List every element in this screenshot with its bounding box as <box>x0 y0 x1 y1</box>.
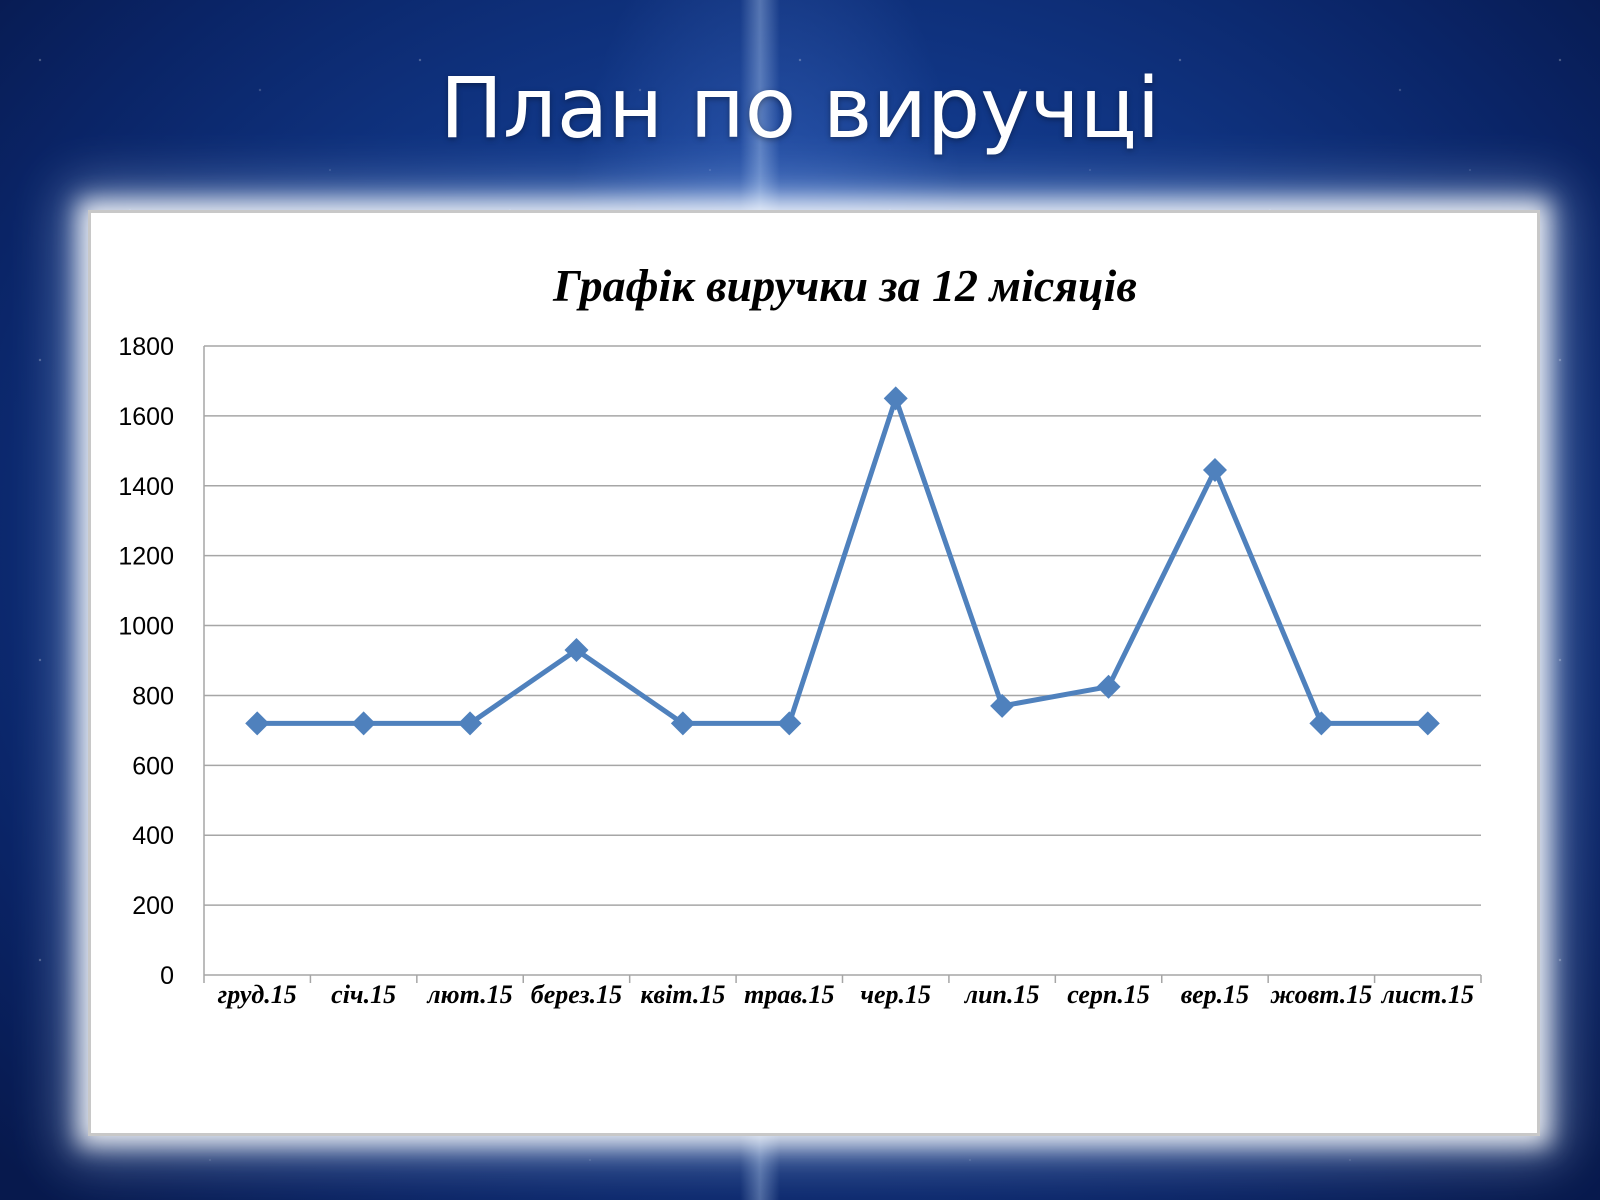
x-tick-label: лют.15 <box>426 980 512 1009</box>
gridlines <box>204 345 1481 906</box>
x-tick-label: серп.15 <box>1067 980 1150 1009</box>
y-tick-label: 0 <box>160 962 174 990</box>
revenue-line-chart: Графік виручки за 12 місяців 0 200 400 600 8… <box>118 260 1482 1009</box>
chart-title: Графік виручки за 12 місяців <box>552 260 1137 311</box>
x-tick-label: груд.15 <box>218 980 297 1009</box>
data-point-marker <box>883 386 908 411</box>
y-tick-label: 1800 <box>118 333 174 361</box>
x-tick-label: берез.15 <box>531 980 622 1009</box>
data-point-marker <box>1202 458 1227 483</box>
x-tick-label: вер.15 <box>1181 980 1249 1009</box>
data-point-marker <box>351 711 376 736</box>
data-point-marker <box>564 638 589 663</box>
x-tick-label: лист.15 <box>1381 980 1474 1009</box>
data-point-marker <box>245 711 270 736</box>
y-tick-label: 600 <box>132 752 174 780</box>
data-point-marker <box>458 711 483 736</box>
slide-title: План по виручці <box>439 59 1161 157</box>
y-tick-label: 1200 <box>118 543 174 571</box>
data-point-marker <box>1096 674 1121 699</box>
data-point-marker <box>1415 711 1440 736</box>
data-point-marker <box>777 711 802 736</box>
y-tick-label: 1400 <box>118 473 174 501</box>
y-tick-label: 400 <box>132 822 174 850</box>
x-tick-label: чер.15 <box>860 980 931 1009</box>
y-tick-label: 1600 <box>118 403 174 431</box>
x-tick-label: жовт.15 <box>1269 980 1372 1009</box>
x-tick-label: трав.15 <box>744 980 834 1009</box>
y-axis-ticks: 0 200 400 600 800 1000 1200 1400 1600 1800 <box>118 333 174 990</box>
series-line <box>257 395 1428 726</box>
series <box>245 386 1440 736</box>
x-tick-label: січ.15 <box>331 980 396 1009</box>
data-point-marker <box>990 693 1015 718</box>
x-tick-label: лип.15 <box>964 980 1040 1009</box>
y-tick-label: 1000 <box>118 613 174 641</box>
data-point-marker <box>670 711 695 736</box>
data-point-marker <box>1309 711 1334 736</box>
x-tick-label: квіт.15 <box>640 980 725 1009</box>
y-tick-label: 800 <box>132 682 174 710</box>
chart-frame: Графік виручки за 12 місяців 0 200 400 600 8… <box>88 210 1540 1136</box>
y-tick-label: 200 <box>132 892 174 920</box>
x-axis: груд.15 січ.15 лют.15 берез.15 квіт.15 трав.1… <box>203 346 1482 1009</box>
